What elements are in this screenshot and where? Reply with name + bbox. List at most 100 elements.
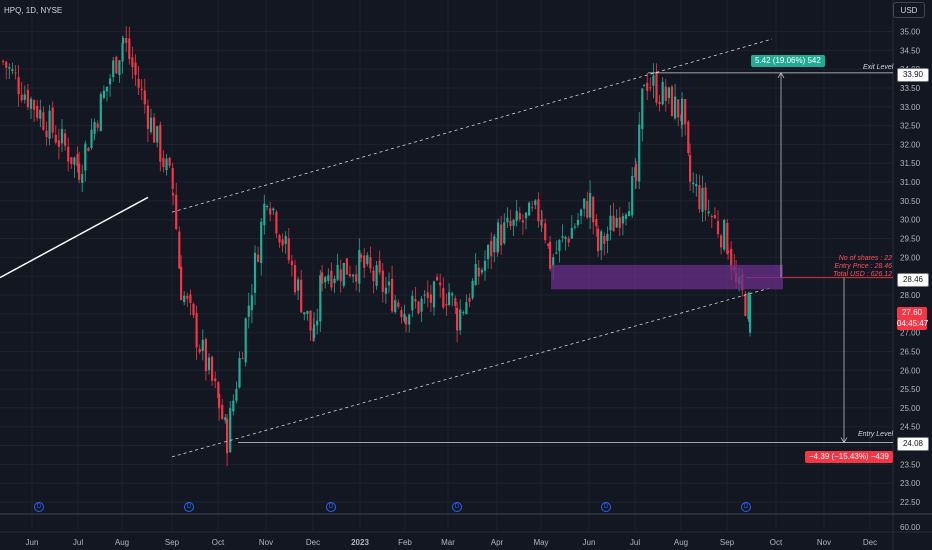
- x-tick-label: Jul: [73, 538, 83, 547]
- candle-body: [128, 38, 131, 60]
- candle-body: [207, 357, 211, 371]
- candle-body: [445, 304, 448, 306]
- candle-body: [84, 143, 87, 171]
- candle-body: [257, 254, 260, 262]
- candle-body: [96, 123, 99, 128]
- candle-body: [281, 239, 284, 246]
- exit-level-label: Exit Level: [863, 64, 894, 71]
- y-tick-label: 26.50: [900, 347, 921, 356]
- candle-body: [490, 240, 493, 257]
- candle-body: [284, 235, 287, 244]
- candle-body: [102, 90, 105, 98]
- candle-body: [81, 174, 84, 183]
- candle-body: [387, 281, 391, 286]
- x-tick-label: Oct: [212, 538, 225, 547]
- candle-body: [573, 226, 576, 228]
- dividend-icon[interactable]: D: [452, 502, 462, 512]
- candle-body: [218, 393, 221, 409]
- candle-body: [54, 134, 57, 143]
- dividend-icon[interactable]: D: [741, 502, 751, 512]
- candle-body: [5, 61, 8, 68]
- candle-body: [621, 216, 624, 224]
- candle-body: [661, 81, 664, 105]
- entry-level-label: Entry Level: [858, 431, 894, 438]
- candle-body: [381, 270, 384, 292]
- y-tick-label: 27.00: [900, 329, 921, 338]
- candle-body: [408, 314, 411, 325]
- candle-body: [646, 82, 649, 91]
- candle-body: [670, 86, 674, 116]
- candle-body: [198, 348, 201, 353]
- candle-body: [189, 294, 192, 303]
- candle-body: [201, 339, 204, 352]
- exit-price-tag: 33.90: [897, 68, 929, 82]
- channel-upper-line: [171, 38, 773, 213]
- candle-body: [363, 255, 366, 268]
- y-tick-label: 32.50: [900, 122, 921, 131]
- candle-body: [217, 382, 220, 398]
- candle-body: [624, 214, 628, 219]
- candle-body: [487, 244, 490, 260]
- candle-body: [20, 94, 23, 101]
- candle-body: [570, 227, 573, 239]
- candle-body: [595, 219, 598, 227]
- candle-body: [70, 157, 73, 165]
- candle-body: [474, 263, 477, 285]
- candle-body: [345, 258, 348, 275]
- candle-body: [749, 294, 752, 333]
- candle-body: [263, 203, 266, 226]
- candle-body: [321, 272, 324, 284]
- candle-body: [635, 164, 638, 181]
- candle-body: [628, 211, 631, 217]
- candle-body: [592, 196, 595, 223]
- x-tick-label: 2023: [351, 538, 369, 547]
- dividend-icon[interactable]: D: [326, 502, 336, 512]
- y-tick-label: 23.50: [900, 460, 921, 469]
- candle-body: [238, 358, 241, 388]
- candle-body: [156, 126, 159, 143]
- candle-body: [78, 163, 81, 180]
- dividend-icon[interactable]: D: [601, 502, 611, 512]
- candle-body: [400, 310, 403, 318]
- y-tick-label: 30.50: [900, 197, 921, 206]
- candle-body: [695, 184, 698, 187]
- candle-body: [290, 260, 293, 266]
- x-tick-label: Sep: [165, 538, 180, 547]
- current-price-tag: 27.60: [897, 307, 927, 319]
- candle-body: [414, 299, 417, 302]
- trendline: [0, 196, 149, 279]
- candle-body: [658, 102, 661, 104]
- candle-body: [631, 175, 634, 216]
- candle-body: [726, 223, 729, 254]
- candle-body: [448, 292, 451, 305]
- y-tick-label: 29.00: [900, 253, 921, 262]
- candle-body: [558, 239, 561, 251]
- candle-body: [720, 235, 723, 248]
- dividend-icon[interactable]: D: [34, 502, 44, 512]
- candle-body: [518, 213, 521, 220]
- candle-body: [451, 293, 454, 296]
- currency-button[interactable]: USD: [893, 2, 925, 18]
- symbol-label[interactable]: HPQ, 1D, NYSE: [4, 6, 63, 15]
- candle-body: [417, 301, 420, 314]
- candle-body: [471, 280, 474, 299]
- candle-body: [115, 56, 118, 74]
- candle-body: [330, 270, 333, 288]
- candle-body: [272, 208, 275, 211]
- candle-body: [552, 257, 555, 267]
- candle-body: [369, 257, 372, 269]
- candle-body: [549, 241, 552, 269]
- candle-body: [564, 237, 567, 239]
- candle-body: [60, 128, 64, 144]
- candle-body: [143, 90, 146, 105]
- candle-body: [313, 324, 316, 339]
- x-tick-label: Apr: [491, 538, 504, 547]
- candle-body: [140, 88, 143, 90]
- y-tick-label: 35.00: [900, 28, 921, 37]
- y-tick-label: 28.00: [900, 291, 921, 300]
- candle-body: [655, 73, 658, 103]
- dividend-icon[interactable]: D: [184, 502, 194, 512]
- candle-body: [580, 209, 583, 216]
